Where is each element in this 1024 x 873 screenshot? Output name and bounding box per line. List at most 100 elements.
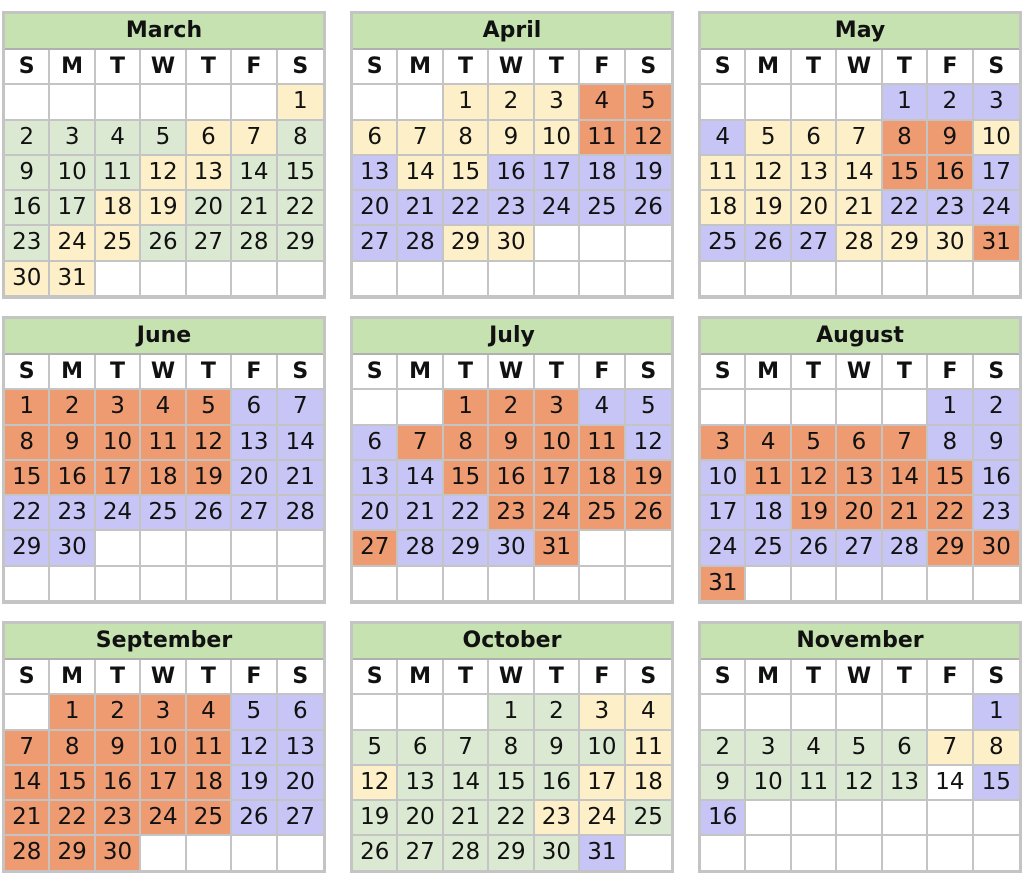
day-cell: 7 xyxy=(882,425,929,461)
weekday-header: F xyxy=(928,660,974,696)
day-cell: 28 xyxy=(277,496,323,532)
empty-cell xyxy=(625,836,671,872)
empty-cell xyxy=(882,261,929,298)
day-cell: 30 xyxy=(928,226,974,262)
day-cell: 9 xyxy=(928,120,974,156)
day-cell: 9 xyxy=(50,425,96,461)
month-title: July xyxy=(353,319,671,355)
day-cell: 21 xyxy=(882,496,929,532)
empty-cell xyxy=(928,836,974,872)
empty-cell xyxy=(353,695,399,731)
weekday-header: F xyxy=(232,660,278,696)
month-grid: S M T W T F S 1 2 3 4 5 6 7 8 9 10 11 12 13 14 15 16 17 18 19 20 21… xyxy=(353,50,671,298)
day-cell: 10 xyxy=(580,730,626,766)
day-cell: 8 xyxy=(973,730,1019,766)
empty-cell xyxy=(973,566,1019,603)
empty-cell xyxy=(791,836,838,872)
day-cell: 13 xyxy=(353,460,399,497)
day-cell: 6 xyxy=(186,120,233,156)
day-cell: 14 xyxy=(5,765,51,802)
weekday-header: W xyxy=(837,50,883,86)
day-cell: 10 xyxy=(534,425,581,461)
day-cell: 27 xyxy=(186,226,233,262)
day-cell: 7 xyxy=(443,730,490,766)
day-cell: 9 xyxy=(701,765,747,802)
day-cell: 13 xyxy=(882,765,929,802)
day-cell: 1 xyxy=(928,390,974,426)
weekday-header: S xyxy=(701,50,747,86)
weekday-header: W xyxy=(489,660,535,696)
day-cell: 1 xyxy=(443,390,490,426)
empty-cell xyxy=(398,390,444,426)
empty-cell xyxy=(186,566,233,603)
empty-cell xyxy=(443,566,490,603)
empty-cell xyxy=(791,801,838,837)
day-cell: 29 xyxy=(443,226,490,262)
day-cell: 29 xyxy=(489,836,535,872)
weekday-header: M xyxy=(398,50,444,86)
day-cell: 23 xyxy=(489,496,535,532)
day-cell: 23 xyxy=(973,496,1019,532)
day-cell: 14 xyxy=(232,155,278,192)
empty-cell xyxy=(353,390,399,426)
empty-cell xyxy=(489,566,535,603)
day-cell: 2 xyxy=(489,390,535,426)
weekday-header: S xyxy=(701,660,747,696)
month-grid: S M T W T F S 1 2 3 4 5 6 7 8 9 10 11 12 13 14 15 16 17 18 19 20 21… xyxy=(701,50,1019,298)
empty-cell xyxy=(882,836,929,872)
weekday-header: T xyxy=(791,50,838,86)
weekday-header: T xyxy=(791,660,838,696)
day-cell: 11 xyxy=(791,765,838,802)
day-cell: 19 xyxy=(186,460,233,497)
day-cell: 2 xyxy=(534,695,581,731)
day-cell: 25 xyxy=(95,226,142,262)
weekday-header: T xyxy=(186,355,233,391)
day-cell: 6 xyxy=(353,425,399,461)
day-cell: 27 xyxy=(277,801,323,837)
empty-cell xyxy=(791,695,838,731)
weekday-header: S xyxy=(353,660,399,696)
month-title: May xyxy=(701,14,1019,50)
weekday-header: T xyxy=(186,660,233,696)
day-cell: 6 xyxy=(837,425,883,461)
empty-cell xyxy=(791,566,838,603)
weekday-header: T xyxy=(443,355,490,391)
day-cell: 7 xyxy=(928,730,974,766)
day-cell: 20 xyxy=(277,765,323,802)
empty-cell xyxy=(353,261,399,298)
day-cell: 17 xyxy=(973,155,1019,192)
empty-cell xyxy=(580,226,626,262)
day-cell: 31 xyxy=(701,566,747,603)
calendar-april: April S M T W T F S 1 2 3 4 5 6 7 8 9 10 11 12 13 14 15 16 17 18… xyxy=(350,11,674,299)
day-cell: 17 xyxy=(580,765,626,802)
day-cell: 11 xyxy=(701,155,747,192)
weekday-header: T xyxy=(443,50,490,86)
day-cell: 1 xyxy=(277,85,323,121)
weekday-header: T xyxy=(186,50,233,86)
day-cell: 30 xyxy=(95,836,142,872)
day-cell: 20 xyxy=(791,191,838,227)
day-cell: 9 xyxy=(489,120,535,156)
empty-cell xyxy=(837,695,883,731)
day-cell: 2 xyxy=(50,390,96,426)
day-cell: 18 xyxy=(186,765,233,802)
day-cell: 3 xyxy=(973,85,1019,121)
day-cell: 31 xyxy=(534,531,581,567)
day-cell: 31 xyxy=(50,261,96,298)
day-cell: 10 xyxy=(746,765,792,802)
empty-cell xyxy=(701,261,747,298)
day-cell: 11 xyxy=(580,120,626,156)
empty-cell xyxy=(625,226,671,262)
day-cell: 8 xyxy=(5,425,51,461)
day-cell: 10 xyxy=(95,425,142,461)
day-cell: 23 xyxy=(534,801,581,837)
day-cell: 24 xyxy=(534,191,581,227)
day-cell: 5 xyxy=(186,390,233,426)
empty-cell xyxy=(701,390,747,426)
day-cell: 3 xyxy=(95,390,142,426)
weekday-header: W xyxy=(837,660,883,696)
calendar-november: November S M T W T F S 1 2 3 4 5 6 7 8 9 10 11 12 13 14 15 16 xyxy=(698,621,1022,873)
empty-cell xyxy=(353,85,399,121)
day-cell: 29 xyxy=(443,531,490,567)
weekday-header: T xyxy=(882,355,929,391)
